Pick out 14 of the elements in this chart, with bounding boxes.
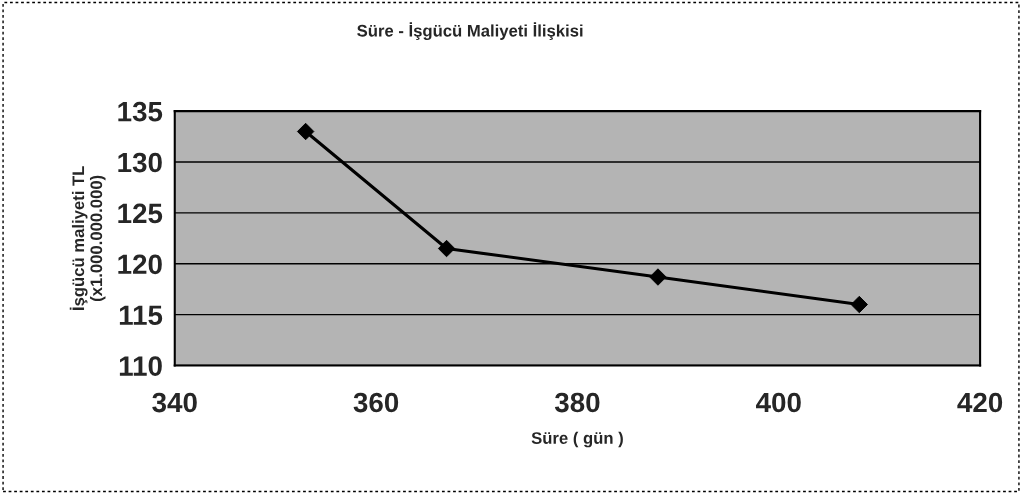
y-tick-label: 130 <box>118 152 162 173</box>
x-tick-label: 360 <box>353 392 399 413</box>
x-tick-label: 380 <box>554 392 600 413</box>
y-tick-label: 135 <box>118 101 163 122</box>
y-tick-label: 125 <box>118 203 163 224</box>
y-tick-label: 120 <box>118 254 162 275</box>
x-tick-label: 340 <box>152 392 197 413</box>
y-tick-label: 110 <box>119 356 162 376</box>
y-tick-label: 115 <box>119 305 163 326</box>
x-axis-title: Süre ( gün ) <box>531 431 623 448</box>
chart-title: Süre - İşgücü Maliyeti İlişkisi <box>357 22 583 41</box>
x-tick-label: 400 <box>756 392 801 413</box>
y-axis-title: İşgücü maliyeti TL (x1.000.000.000) <box>69 166 106 310</box>
x-tick-label: 420 <box>957 392 1003 413</box>
